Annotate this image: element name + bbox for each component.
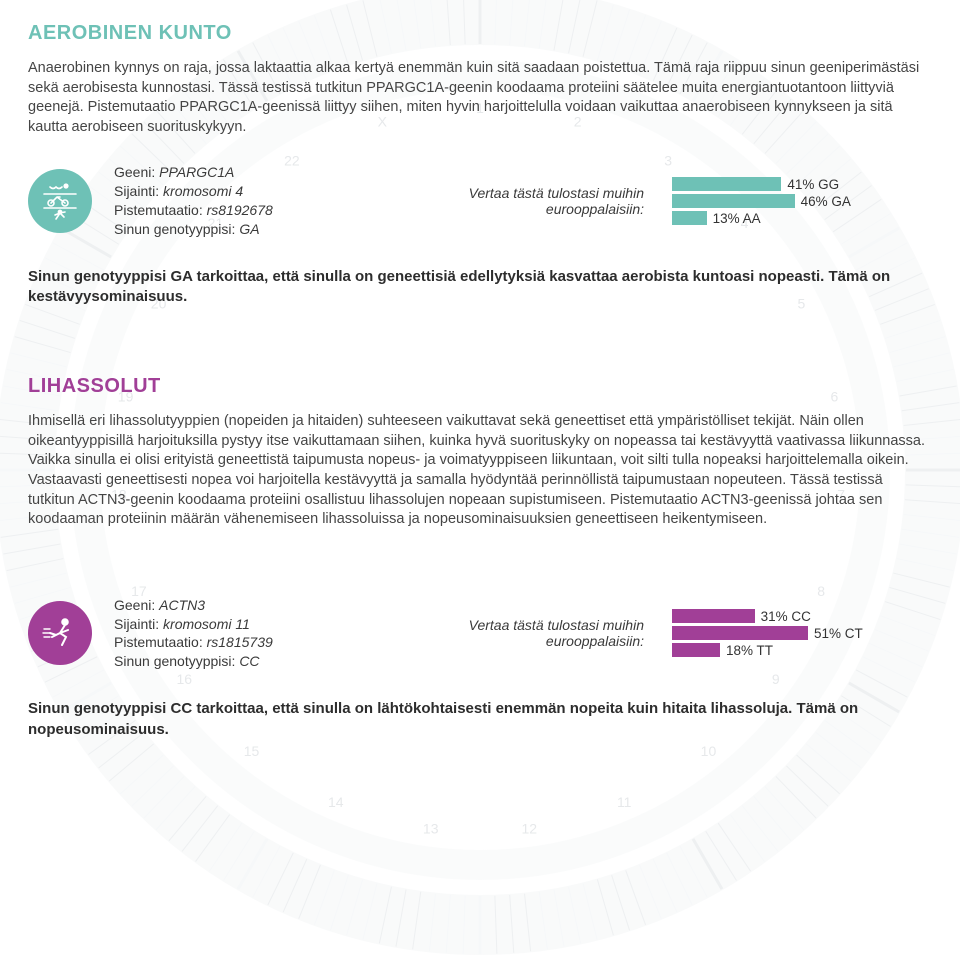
compare-line2: eurooppalaisiin: — [546, 633, 644, 649]
bar-label: 18% TT — [726, 643, 773, 658]
muscle-gene-info: Geeni: ACTN3 Sijainti: kromosomi 11 Pist… — [114, 596, 334, 672]
muscle-compare-label: Vertaa tästä tulostasi muihin eurooppala… — [356, 617, 650, 649]
bar-fill — [672, 626, 808, 640]
bar-row: 51% CT — [672, 625, 932, 641]
bar-fill — [672, 643, 720, 657]
bar-fill — [672, 177, 781, 191]
bar-row: 46% GA — [672, 193, 932, 209]
bar-row: 31% CC — [672, 608, 932, 624]
bar-fill — [672, 211, 707, 225]
bar-fill — [672, 194, 795, 208]
muscle-bars: 31% CC51% CT 18% TT — [672, 608, 932, 658]
bar-row: 41% GG — [672, 176, 932, 192]
aerobic-result: Sinun genotyyppisi GA tarkoittaa, että s… — [28, 267, 932, 308]
svg-text:12: 12 — [522, 821, 538, 837]
muscle-intro: Ihmisellä eri lihassolutyyppien (nopeide… — [28, 412, 932, 529]
compare-line1: Vertaa tästä tulostasi muihin — [469, 617, 644, 633]
svg-text:13: 13 — [423, 821, 439, 837]
aerobic-compare-label: Vertaa tästä tulostasi muihin eurooppala… — [356, 185, 650, 217]
bar-label: 13% AA — [713, 211, 761, 226]
muscle-gene-row: Geeni: ACTN3 Sijainti: kromosomi 11 Pist… — [28, 596, 932, 672]
mutation-value: rs1815739 — [207, 634, 273, 650]
mutation-label: Pistemutaatio: — [114, 634, 203, 650]
location-value: kromosomi 11 — [163, 616, 250, 632]
aerobic-gene-info: Geeni: PPARGC1A Sijainti: kromosomi 4 Pi… — [114, 163, 334, 239]
svg-text:14: 14 — [328, 794, 344, 810]
bar-label: 41% GG — [787, 177, 839, 192]
genotype-value: GA — [239, 221, 259, 237]
aerobic-intro: Anaerobinen kynnys on raja, jossa laktaa… — [28, 59, 932, 137]
aerobic-gene-row: Geeni: PPARGC1A Sijainti: kromosomi 4 Pi… — [28, 163, 932, 239]
bar-label: 46% GA — [801, 194, 851, 209]
gene-label: Geeni: — [114, 164, 155, 180]
bar-label: 31% CC — [761, 609, 811, 624]
compare-line1: Vertaa tästä tulostasi muihin — [469, 185, 644, 201]
aerobic-bars: 41% GG 46% GA 13% AA — [672, 176, 932, 226]
mutation-value: rs8192678 — [207, 202, 273, 218]
aerobic-title: AEROBINEN KUNTO — [28, 22, 932, 45]
svg-text:11: 11 — [617, 794, 632, 810]
sprint-icon — [28, 601, 92, 665]
location-label: Sijainti: — [114, 183, 159, 199]
gene-value: PPARGC1A — [159, 164, 234, 180]
mutation-label: Pistemutaatio: — [114, 202, 203, 218]
location-value: kromosomi 4 — [163, 183, 243, 199]
bar-label: 51% CT — [814, 626, 863, 641]
muscle-title: LIHASSOLUT — [28, 375, 932, 398]
genotype-label: Sinun genotyyppisi: — [114, 653, 235, 669]
gene-label: Geeni: — [114, 597, 155, 613]
compare-line2: eurooppalaisiin: — [546, 201, 644, 217]
muscle-result: Sinun genotyyppisi CC tarkoittaa, että s… — [28, 699, 932, 740]
genotype-label: Sinun genotyyppisi: — [114, 221, 235, 237]
swim-bike-run-icon — [28, 169, 92, 233]
gene-value: ACTN3 — [159, 597, 205, 613]
bar-row: 13% AA — [672, 210, 932, 226]
genotype-value: CC — [239, 653, 259, 669]
location-label: Sijainti: — [114, 616, 159, 632]
bar-row: 18% TT — [672, 642, 932, 658]
bar-fill — [672, 609, 755, 623]
